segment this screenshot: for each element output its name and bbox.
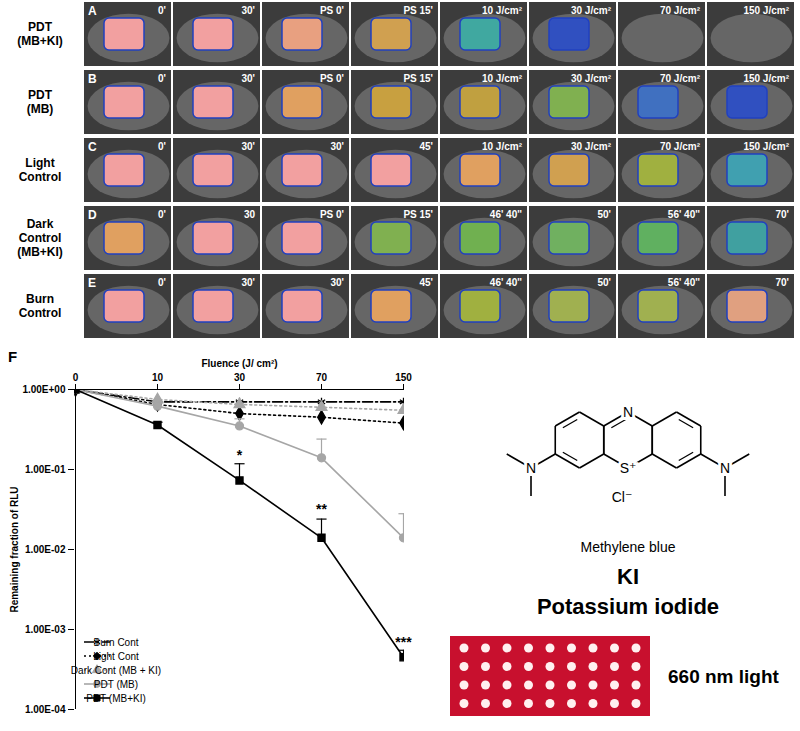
- svg-text:F: F: [8, 348, 17, 365]
- svg-text:30': 30': [330, 141, 344, 152]
- svg-text:30': 30': [241, 73, 255, 84]
- svg-text:Burn Cont: Burn Cont: [93, 637, 138, 648]
- svg-text:(MB+KI): (MB+KI): [17, 34, 63, 48]
- svg-text:10 J/cm²: 10 J/cm²: [482, 5, 523, 16]
- svg-text:0': 0': [158, 5, 166, 16]
- svg-text:50': 50': [597, 277, 611, 288]
- svg-text:10 J/cm²: 10 J/cm²: [482, 73, 523, 84]
- svg-text:70': 70': [775, 277, 789, 288]
- svg-text:30 J/cm²: 30 J/cm²: [571, 73, 612, 84]
- svg-text:0: 0: [73, 372, 79, 383]
- svg-text:Control: Control: [19, 170, 62, 184]
- svg-text:150: 150: [395, 372, 412, 383]
- svg-text:*: *: [237, 447, 243, 463]
- svg-text:150 J/cm²: 150 J/cm²: [743, 141, 789, 152]
- svg-text:PS 0': PS 0': [320, 73, 344, 84]
- svg-text:PDT: PDT: [28, 20, 53, 34]
- svg-text:B: B: [88, 72, 97, 86]
- svg-text:Control: Control: [19, 231, 62, 245]
- svg-text:30 J/cm²: 30 J/cm²: [571, 5, 612, 16]
- svg-text:Dark Cont (MB + KI): Dark Cont (MB + KI): [71, 665, 161, 676]
- svg-text:N: N: [720, 460, 730, 476]
- svg-text:PDT (MB+KI): PDT (MB+KI): [86, 693, 146, 704]
- svg-text:PS 0': PS 0': [320, 5, 344, 16]
- svg-text:PDT (MB): PDT (MB): [94, 679, 138, 690]
- svg-text:PDT: PDT: [28, 88, 53, 102]
- svg-text:1.00E-03: 1.00E-03: [25, 624, 66, 635]
- svg-text:70 J/cm²: 70 J/cm²: [660, 5, 701, 16]
- svg-text:150 J/cm²: 150 J/cm²: [743, 73, 789, 84]
- svg-text:30': 30': [241, 277, 255, 288]
- svg-text:56' 40'': 56' 40'': [668, 209, 700, 220]
- svg-text:70 J/cm²: 70 J/cm²: [660, 73, 701, 84]
- svg-text:70': 70': [775, 209, 789, 220]
- svg-text:N: N: [623, 404, 633, 420]
- svg-text:1.00E-01: 1.00E-01: [25, 464, 66, 475]
- svg-text:N: N: [526, 460, 536, 476]
- svg-text:10: 10: [152, 372, 164, 383]
- svg-text:30': 30': [241, 5, 255, 16]
- svg-text:A: A: [88, 4, 97, 18]
- svg-text:PS 15': PS 15': [403, 209, 433, 220]
- svg-text:56' 40'': 56' 40'': [668, 277, 700, 288]
- svg-text:Dark: Dark: [27, 217, 54, 231]
- svg-text:S⁺: S⁺: [620, 460, 637, 476]
- svg-text:10 J/cm²: 10 J/cm²: [482, 141, 523, 152]
- svg-text:PS 15': PS 15': [403, 5, 433, 16]
- svg-text:1.00E-04: 1.00E-04: [25, 704, 66, 715]
- svg-text:0': 0': [158, 209, 166, 220]
- svg-text:E: E: [88, 276, 96, 290]
- svg-text:Cl⁻: Cl⁻: [612, 489, 633, 505]
- svg-text:70 J/cm²: 70 J/cm²: [660, 141, 701, 152]
- svg-text:45': 45': [419, 277, 433, 288]
- svg-text:KI: KI: [617, 564, 639, 589]
- svg-text:Burn: Burn: [26, 292, 54, 306]
- svg-text:46' 40'': 46' 40'': [490, 209, 522, 220]
- svg-text:(MB): (MB): [27, 102, 54, 116]
- svg-text:Light: Light: [25, 156, 54, 170]
- svg-text:30: 30: [244, 209, 256, 220]
- svg-text:C: C: [88, 140, 97, 154]
- svg-text:30': 30': [330, 277, 344, 288]
- svg-text:PS 0': PS 0': [320, 209, 344, 220]
- svg-text:0': 0': [158, 73, 166, 84]
- svg-text:D: D: [88, 208, 97, 222]
- svg-text:1.00E-02: 1.00E-02: [25, 544, 66, 555]
- svg-text:1.00E+00: 1.00E+00: [22, 384, 66, 395]
- svg-text:50': 50': [597, 209, 611, 220]
- svg-text:30 J/cm²: 30 J/cm²: [571, 141, 612, 152]
- svg-text:0': 0': [158, 277, 166, 288]
- svg-text:(MB+KI): (MB+KI): [17, 245, 63, 259]
- svg-text:46' 40'': 46' 40'': [490, 277, 522, 288]
- svg-text:30: 30: [234, 372, 246, 383]
- svg-text:Methylene blue: Methylene blue: [581, 539, 676, 555]
- svg-text:Control: Control: [19, 306, 62, 320]
- svg-text:150 J/cm²: 150 J/cm²: [743, 5, 789, 16]
- svg-text:30': 30': [241, 141, 255, 152]
- svg-text:Potassium iodide: Potassium iodide: [537, 594, 719, 619]
- svg-text:45': 45': [419, 141, 433, 152]
- svg-text:70: 70: [316, 372, 328, 383]
- svg-text:Fluence (J/ cm²): Fluence (J/ cm²): [201, 358, 277, 369]
- svg-text:Light Cont: Light Cont: [93, 651, 139, 662]
- svg-text:***: ***: [395, 634, 412, 650]
- svg-text:0': 0': [158, 141, 166, 152]
- svg-text:PS 15': PS 15': [403, 73, 433, 84]
- svg-text:660 nm light: 660 nm light: [668, 666, 780, 687]
- svg-text:**: **: [316, 501, 327, 517]
- svg-text:Remaining fraction of RLU: Remaining fraction of RLU: [9, 486, 20, 612]
